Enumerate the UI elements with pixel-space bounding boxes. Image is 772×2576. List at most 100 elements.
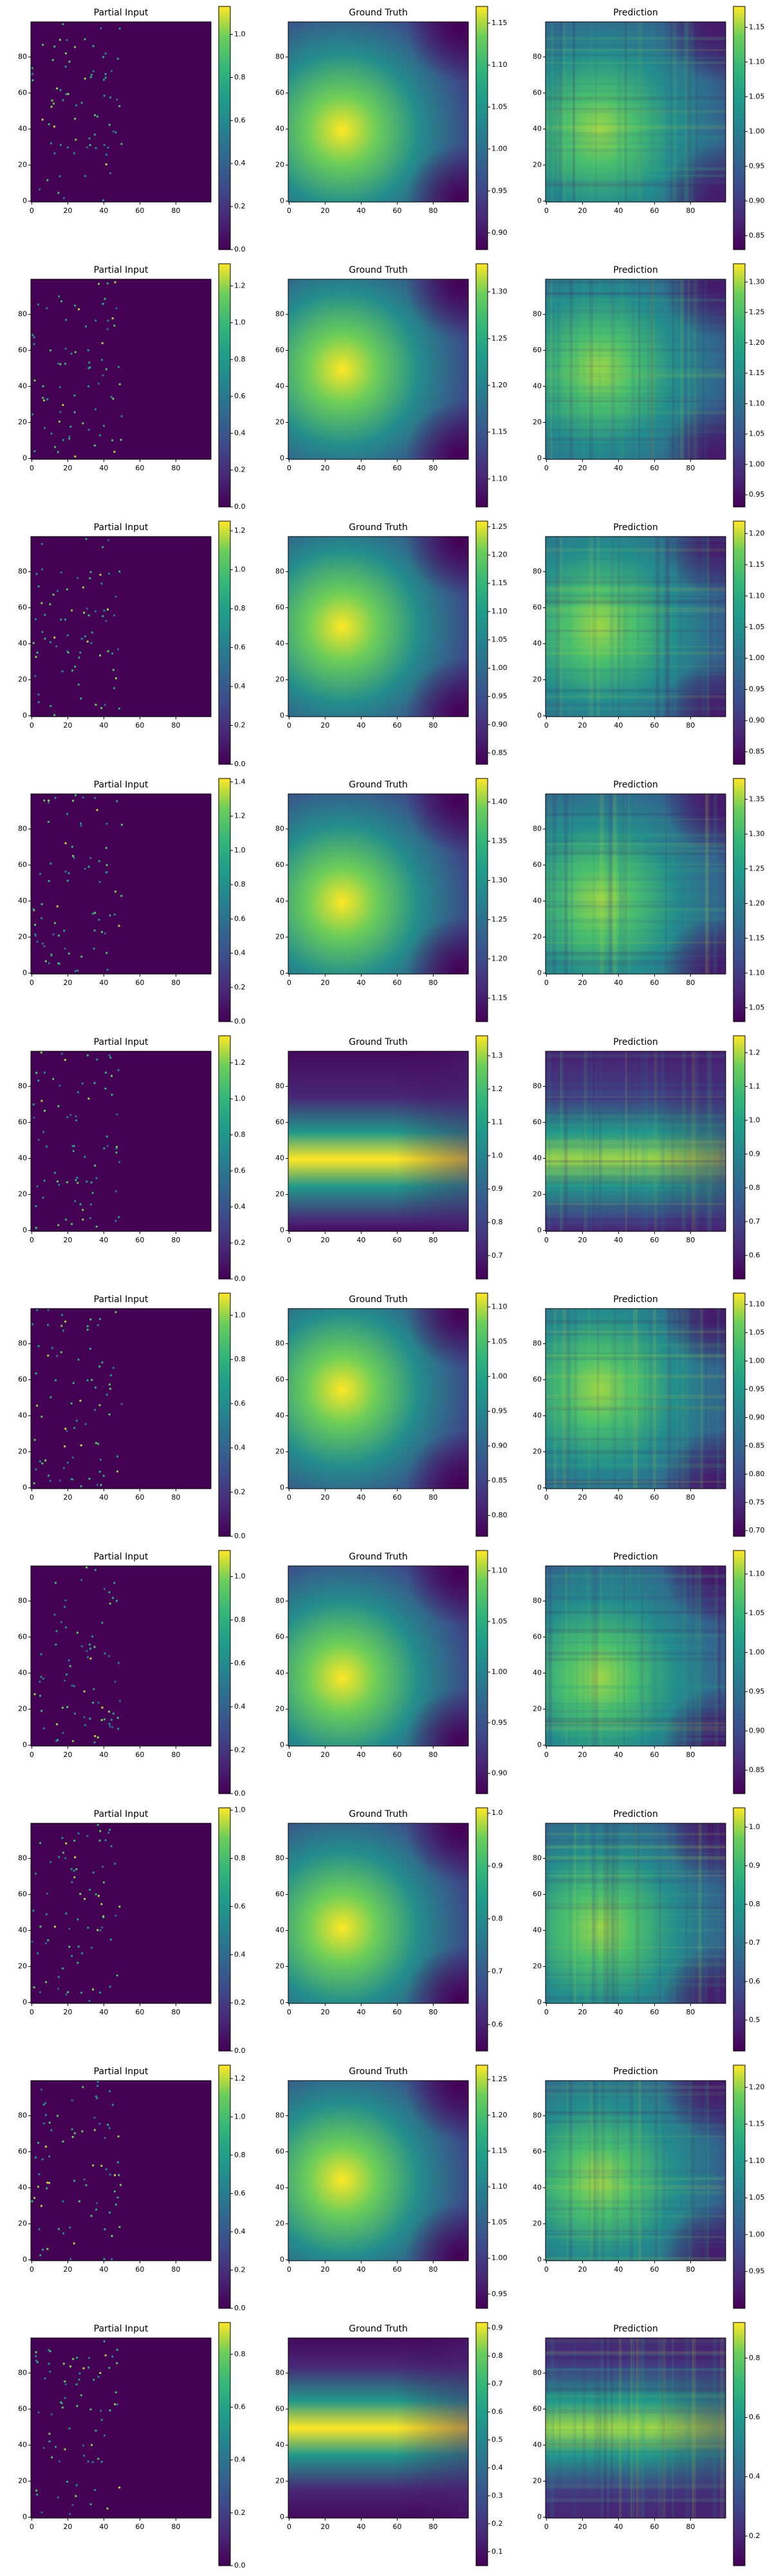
x-tick-label: 60 <box>392 979 401 987</box>
image-texture <box>552 279 556 459</box>
image-texture <box>546 36 726 41</box>
image-texture <box>714 1823 717 2003</box>
sample-point <box>76 2405 78 2407</box>
image-texture <box>641 1566 643 1746</box>
image-texture <box>546 2090 726 2093</box>
image-texture <box>717 1566 720 1746</box>
colorbar-tick-label: 1.25 <box>492 915 508 923</box>
image-texture <box>546 37 726 41</box>
image-texture <box>571 1566 574 1746</box>
image-texture <box>546 174 726 178</box>
sample-point <box>96 1058 98 1061</box>
colorbar-tick-label: 1.35 <box>749 795 765 803</box>
sample-point <box>93 2129 96 2131</box>
colorbar-tick-label: 1.1 <box>749 1082 760 1090</box>
sample-point <box>116 800 118 802</box>
sample-point <box>45 1913 48 1915</box>
image-texture <box>576 1823 580 2003</box>
image-texture <box>546 2484 726 2489</box>
sample-point <box>83 1716 86 1718</box>
y-tick-label: 0 <box>23 197 27 205</box>
image-texture <box>688 2338 690 2518</box>
colorbar-tick-label: 1.15 <box>492 19 508 27</box>
sample-point <box>115 1220 117 1222</box>
sample-point <box>84 38 86 41</box>
y-tick-label: 20 <box>275 1190 284 1199</box>
sample-point <box>73 857 75 860</box>
sample-point <box>34 675 37 677</box>
axes-frame <box>545 2080 726 2261</box>
x-tick-label: 20 <box>578 2265 587 2274</box>
image-texture <box>546 900 726 904</box>
image-texture <box>546 429 726 434</box>
image-texture <box>546 1738 726 1740</box>
image-texture <box>636 2338 639 2518</box>
y-tick-label: 0 <box>280 969 284 977</box>
y-tick-label: 40 <box>275 2441 284 2449</box>
image-texture <box>713 794 717 974</box>
sample-point <box>59 962 61 965</box>
image-texture <box>636 1823 638 2003</box>
image-texture <box>639 2081 643 2261</box>
colorbar-tick-label: 0.2 <box>234 2265 246 2274</box>
colorbar-tick-label: 0.4 <box>234 1444 246 1452</box>
sample-point <box>48 2155 51 2158</box>
y-tick-label: 40 <box>275 2184 284 2192</box>
sample-point <box>83 1690 86 1693</box>
sample-point <box>34 933 37 935</box>
x-tick-label: 20 <box>320 1236 329 1244</box>
image-texture <box>546 2392 726 2395</box>
image-texture <box>546 2135 726 2137</box>
image-texture <box>546 400 726 403</box>
colorbar <box>475 1807 488 2052</box>
y-tick-label: 80 <box>533 1854 542 1863</box>
image-texture <box>556 22 560 202</box>
image-texture <box>629 1051 632 1231</box>
image-texture <box>546 843 726 845</box>
image-texture <box>546 917 726 922</box>
x-tick-label: 60 <box>650 1751 659 1759</box>
y-tick-label: 0 <box>23 1226 27 1235</box>
image-texture <box>546 1202 726 1207</box>
image-texture <box>546 1928 726 1933</box>
image-texture <box>708 794 712 974</box>
image-texture <box>546 89 726 93</box>
x-tick-label: 60 <box>650 207 659 215</box>
sample-point <box>57 1987 60 1990</box>
x-tick-label: 80 <box>171 2523 180 2531</box>
y-tick-label: 40 <box>18 1669 27 1677</box>
image-texture <box>600 1566 602 1746</box>
sample-point <box>39 1460 41 1462</box>
colorbar-tick-label: 1.1 <box>492 1118 503 1127</box>
image-texture <box>546 667 726 672</box>
sample-point <box>120 823 123 826</box>
sample-point <box>95 703 97 706</box>
image-shade <box>288 1051 468 1231</box>
image-texture <box>588 1309 591 1489</box>
colorbar-tick-label: 0.95 <box>492 187 508 195</box>
image-texture <box>606 1823 611 2003</box>
image-texture <box>546 1098 726 1100</box>
image-texture <box>546 1141 726 1143</box>
image-texture <box>680 279 685 459</box>
image-texture <box>546 1846 726 1849</box>
sample-point <box>91 1191 94 1194</box>
image-texture <box>546 2085 726 2089</box>
colorbar-tick-label: 1.10 <box>749 57 765 66</box>
y-tick-label: 0 <box>280 2513 284 2521</box>
image-texture <box>657 2081 660 2261</box>
sample-point <box>35 656 37 658</box>
y-tick-label: 40 <box>18 1412 27 1420</box>
image-texture <box>546 1175 726 1180</box>
image-texture <box>546 1204 726 1209</box>
sample-point <box>112 1597 115 1599</box>
sample-point <box>74 118 77 120</box>
image-shade <box>546 1566 726 1746</box>
x-tick-label: 60 <box>392 1751 401 1759</box>
image-texture <box>546 174 726 177</box>
sample-point <box>111 2258 113 2261</box>
image-texture <box>546 1723 726 1726</box>
image-texture <box>700 1309 703 1489</box>
image-texture <box>633 1309 638 1489</box>
image-texture <box>546 1160 726 1163</box>
